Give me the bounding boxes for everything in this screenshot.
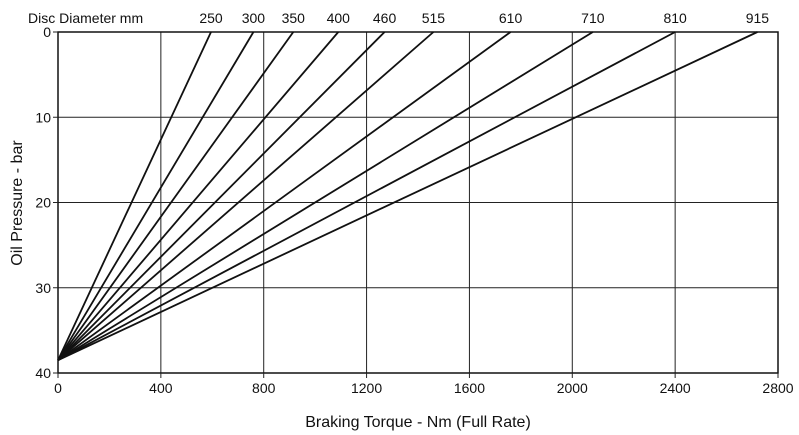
y-tick-label-20: 20 — [35, 195, 51, 211]
y-tick-label-10: 10 — [35, 109, 51, 125]
x-tick-label-2800: 2800 — [762, 380, 793, 396]
series-label-350: 350 — [282, 10, 306, 26]
series-label-515: 515 — [422, 10, 446, 26]
series-line-515 — [57, 31, 435, 361]
disc-diameter-title: Disc Diameter mm — [28, 10, 143, 26]
x-tick-label-0: 0 — [54, 380, 62, 396]
x-tick-label-1600: 1600 — [454, 380, 485, 396]
x-axis-title: Braking Torque - Nm (Full Rate) — [305, 414, 531, 431]
series-lines — [57, 31, 758, 362]
series-line-810 — [57, 31, 676, 362]
y-axis-title: Oil Pressure - bar — [9, 140, 26, 266]
series-label-300: 300 — [242, 10, 266, 26]
x-tick-label-400: 400 — [149, 380, 173, 396]
series-label-810: 810 — [663, 10, 687, 26]
y-tick-label-30: 30 — [35, 280, 51, 296]
x-tick-label-2000: 2000 — [557, 380, 588, 396]
series-line-915 — [57, 31, 758, 362]
x-tick-label-2400: 2400 — [660, 380, 691, 396]
y-tick-label-40: 40 — [35, 365, 51, 381]
x-tick-label-800: 800 — [252, 380, 276, 396]
series-line-400 — [57, 31, 339, 361]
series-label-915: 915 — [746, 10, 770, 26]
series-label-610: 610 — [499, 10, 523, 26]
x-tick-label-1200: 1200 — [351, 380, 382, 396]
series-line-250 — [57, 31, 212, 361]
series-line-710 — [57, 31, 594, 361]
series-line-610 — [57, 31, 512, 361]
y-axis-ticks: 0 10 20 30 40 — [35, 24, 58, 381]
disc-diameter-labels: 250 300 350 400 460 515 610 710 810 915 — [199, 10, 769, 26]
y-tick-label-0: 0 — [43, 24, 51, 40]
series-line-300 — [57, 31, 255, 361]
series-line-460 — [57, 31, 386, 361]
grid — [58, 32, 778, 373]
series-label-710: 710 — [581, 10, 605, 26]
x-axis-ticks: 0 400 800 1200 1600 2000 2400 2800 — [54, 373, 794, 396]
series-label-400: 400 — [327, 10, 351, 26]
series-label-460: 460 — [373, 10, 397, 26]
series-label-250: 250 — [199, 10, 223, 26]
series-line-350 — [57, 31, 295, 361]
